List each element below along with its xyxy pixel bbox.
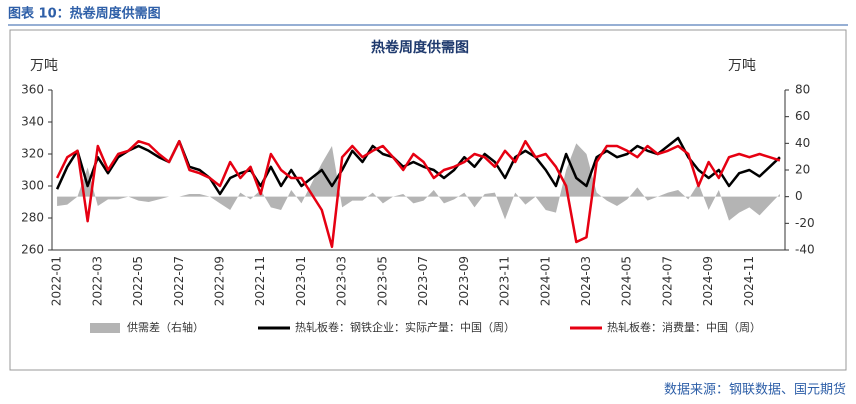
x-tick-label: 2023-03 bbox=[335, 256, 349, 306]
x-tick-label: 2024-07 bbox=[660, 256, 674, 306]
y2-unit: 万吨 bbox=[728, 58, 756, 74]
x-tick-label: 2024-01 bbox=[538, 256, 552, 306]
y2-tick-label: -20 bbox=[795, 216, 815, 230]
x-tick-label: 2022-09 bbox=[212, 256, 226, 306]
x-tick-label: 2024-11 bbox=[742, 256, 756, 306]
x-tick-label: 2024-05 bbox=[620, 256, 634, 306]
y2-tick-label: -40 bbox=[795, 243, 815, 257]
x-tick-label: 2024-09 bbox=[701, 256, 715, 306]
chart-title: 热卷周度供需图 bbox=[371, 39, 469, 56]
x-tick-label: 2023-09 bbox=[457, 256, 471, 306]
x-tick-label: 2022-03 bbox=[90, 256, 104, 306]
y2-tick-label: 80 bbox=[795, 83, 810, 97]
legend-swatch bbox=[90, 323, 120, 333]
y-tick-label: 260 bbox=[21, 243, 44, 257]
y2-tick-label: 40 bbox=[795, 136, 810, 150]
y2-tick-label: 20 bbox=[795, 163, 810, 177]
y-tick-label: 360 bbox=[21, 83, 44, 97]
source: 数据来源：钢联数据、国元期货 bbox=[664, 382, 846, 398]
x-tick-label: 2022-01 bbox=[50, 256, 64, 306]
x-tick-label: 2023-05 bbox=[375, 256, 389, 306]
x-tick-label: 2024-03 bbox=[579, 256, 593, 306]
x-tick-label: 2023-07 bbox=[416, 256, 430, 306]
series-line bbox=[55, 136, 781, 196]
y2-tick-label: 0 bbox=[795, 189, 803, 203]
y2-tick-label: 60 bbox=[795, 109, 810, 123]
chart-frame bbox=[9, 29, 847, 371]
legend-label: 热轧板卷：钢铁企业：实际产量：中国（周） bbox=[295, 320, 515, 334]
legend-label: 供需差（右轴） bbox=[127, 320, 204, 334]
y-tick-label: 280 bbox=[21, 211, 44, 225]
x-tick-label: 2022-05 bbox=[131, 256, 145, 306]
gap-area bbox=[57, 143, 780, 221]
y-tick-label: 320 bbox=[21, 147, 44, 161]
series-line bbox=[55, 139, 781, 249]
y-tick-label: 300 bbox=[21, 179, 44, 193]
x-tick-label: 2022-07 bbox=[172, 256, 186, 306]
x-tick-label: 2023-01 bbox=[294, 256, 308, 306]
y-unit: 万吨 bbox=[30, 58, 58, 74]
y-tick-label: 340 bbox=[21, 115, 44, 129]
x-tick-label: 2022-11 bbox=[253, 256, 267, 306]
x-tick-label: 2023-11 bbox=[498, 256, 512, 306]
page-title: 图表 10：热卷周度供需图 bbox=[8, 6, 161, 22]
legend-label: 热轧板卷：消费量：中国（周） bbox=[607, 320, 761, 334]
